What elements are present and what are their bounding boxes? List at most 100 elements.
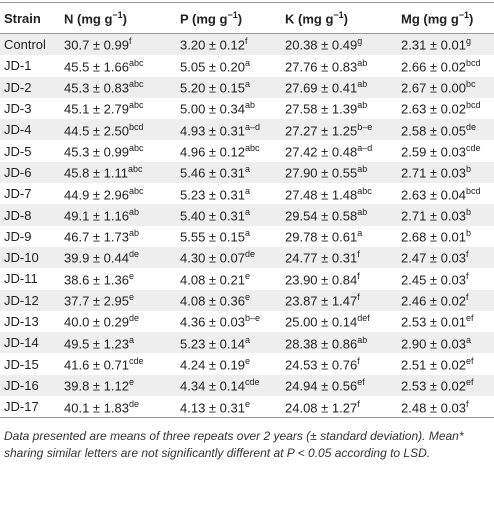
table-row: JD-17 40.1 ± 1.83de 4.13 ± 0.31e 24.08 ± 1.… xyxy=(0,396,494,419)
table-cell: JD-1 xyxy=(4,58,32,74)
cell-value: 27.48 ± 1.48 xyxy=(285,186,358,202)
table-cell: 2.59 ± 0.03cde xyxy=(397,140,494,161)
table-cell: 2.67 ± 0.00bc xyxy=(397,76,494,98)
table-cell: 30.7 ± 0.99f xyxy=(60,33,176,56)
header-sup: −1 xyxy=(112,9,123,20)
table-cell: 2.45 ± 0.03f xyxy=(397,268,494,289)
cell-value: 5.55 ± 0.15 xyxy=(180,229,245,245)
table-cell: 4.36 ± 0.03b–e xyxy=(176,311,281,332)
table-cell: 2.51 ± 0.02ef xyxy=(397,353,494,374)
cell-letters: a xyxy=(244,164,250,175)
table-cell: 2.63 ± 0.04bcd xyxy=(397,183,494,204)
cell-value: 24.53 ± 0.76 xyxy=(285,357,358,373)
table-cell: 2.53 ± 0.01ef xyxy=(397,311,494,332)
table-cell: JD-15 xyxy=(4,356,39,372)
table-row: JD-16 39.8 ± 1.12e 4.34 ± 0.14cde 24.94 ± 0… xyxy=(0,374,494,397)
cell-value: 2.48 ± 0.03 xyxy=(401,399,466,415)
cell-letters: e xyxy=(128,292,134,303)
table-row: JD-8 49.1 ± 1.16ab 5.40 ± 0.31a 29.54 ± 0.5… xyxy=(0,204,494,226)
table-cell: 45.8 ± 1.11abc xyxy=(60,161,176,184)
table-cell: 27.27 ± 1.25b–e xyxy=(281,119,397,141)
table-cell: 27.58 ± 1.39ab xyxy=(281,98,397,119)
table-cell: 2.71 ± 0.03b xyxy=(397,161,494,184)
cell-value: 5.23 ± 0.14 xyxy=(180,335,245,351)
cell-value: 2.59 ± 0.03 xyxy=(401,144,466,160)
table-cell: 24.77 ± 0.31f xyxy=(281,246,397,269)
cell-letters: a xyxy=(244,79,250,90)
cell-letters: f xyxy=(357,398,360,409)
table-row: JD-14 49.5 ± 1.23a 5.23 ± 0.14a 28.38 ± 0.8… xyxy=(0,332,494,354)
cell-letters: bcd xyxy=(128,121,144,132)
cell-letters: bc xyxy=(465,79,476,90)
cell-value: 23.87 ± 1.47 xyxy=(285,293,358,309)
table-cell: JD-11 xyxy=(4,271,38,287)
cell-value: 27.69 ± 0.41 xyxy=(285,80,358,96)
cell-value: 27.42 ± 0.48 xyxy=(285,144,358,160)
cell-value: 24.94 ± 0.56 xyxy=(285,378,358,394)
table-row: JD-6 45.8 ± 1.11abc 5.46 ± 0.31a 27.90 ± 0.… xyxy=(0,161,494,184)
cell-value: 5.00 ± 0.34 xyxy=(180,101,245,117)
table-cell: 2.90 ± 0.03a xyxy=(397,332,494,354)
cell-letters: ab xyxy=(244,100,255,111)
cell-value: 29.78 ± 0.61 xyxy=(285,229,358,245)
table-cell: 3.20 ± 0.12f xyxy=(176,33,281,56)
table-cell: JD-17 xyxy=(0,396,60,419)
cell-letters: b xyxy=(465,206,471,217)
table-cell: 2.47 ± 0.03f xyxy=(397,246,494,269)
table-row: JD-3 45.1 ± 2.79abc 5.00 ± 0.34ab 27.58 ± 1… xyxy=(0,98,494,119)
cell-letters: ef xyxy=(465,355,474,366)
cell-value: 29.54 ± 0.58 xyxy=(285,208,358,224)
footnote: Data presented are means of three repeat… xyxy=(4,429,464,461)
cell-letters: de xyxy=(128,398,139,409)
column-header: Strain xyxy=(0,2,60,34)
table-cell: 23.87 ± 1.47f xyxy=(281,289,397,311)
cell-letters: f xyxy=(465,249,469,260)
table-cell: 20.38 ± 0.49g xyxy=(281,33,397,56)
table-cell: JD-10 xyxy=(0,246,60,269)
table-cell: JD-14 xyxy=(0,332,60,354)
cell-value: 2.31 ± 0.01 xyxy=(401,37,466,53)
header-sup: −1 xyxy=(333,9,344,20)
cell-letters: a xyxy=(244,57,250,68)
table-cell: 23.90 ± 0.84f xyxy=(281,268,397,289)
cell-letters: f xyxy=(465,292,469,303)
cell-value: 4.34 ± 0.14 xyxy=(180,378,245,394)
table-cell: 27.90 ± 0.55ab xyxy=(281,161,397,184)
table-cell: JD-4 xyxy=(0,119,60,141)
cell-letters: bcd xyxy=(465,100,481,111)
cell-letters: abc xyxy=(128,142,144,153)
cell-letters: e xyxy=(244,398,250,409)
cell-letters: a xyxy=(357,228,363,239)
table-cell: 49.1 ± 1.16ab xyxy=(60,204,176,226)
cell-letters: a–d xyxy=(357,142,373,153)
table-cell: 25.00 ± 0.14def xyxy=(281,311,397,332)
header-text: Mg (mg g xyxy=(401,11,459,27)
cell-value: 4.36 ± 0.03 xyxy=(180,314,245,330)
cell-letters: b xyxy=(465,164,471,175)
table-cell: 2.58 ± 0.05de xyxy=(397,119,494,141)
cell-value: 2.71 ± 0.03 xyxy=(401,165,466,181)
table-cell: JD-13 xyxy=(4,314,39,329)
cell-value: 5.05 ± 0.20 xyxy=(180,59,245,75)
header-text: ) xyxy=(122,11,127,27)
cell-value: 4.96 ± 0.12 xyxy=(180,144,245,160)
header-text: K (mg g xyxy=(285,11,334,27)
cell-letters: abc xyxy=(244,142,260,153)
cell-letters: def xyxy=(357,313,370,324)
cell-letters: ab xyxy=(128,228,139,239)
table-row: JD-10 39.9 ± 0.44de 4.30 ± 0.07de 24.77 ± 0… xyxy=(0,246,494,269)
header-sup: −1 xyxy=(227,9,238,20)
table-row: JD-1 45.5 ± 1.66abc 5.05 ± 0.20a 27.76 ± 0.… xyxy=(0,55,494,76)
cell-value: 45.5 ± 1.66 xyxy=(64,59,129,75)
header-text: N (mg g xyxy=(64,11,113,27)
cell-letters: abc xyxy=(128,185,144,196)
cell-letters: f xyxy=(357,270,360,281)
cell-letters: cde xyxy=(244,377,260,388)
table-cell: 5.55 ± 0.15a xyxy=(176,226,281,247)
table-cell: 2.71 ± 0.03b xyxy=(397,204,494,226)
table-cell: 27.76 ± 0.83ab xyxy=(281,55,397,76)
cell-value: 2.46 ± 0.02 xyxy=(401,293,466,309)
cell-value: 4.24 ± 0.19 xyxy=(180,357,245,373)
cell-letters: e xyxy=(128,377,134,388)
